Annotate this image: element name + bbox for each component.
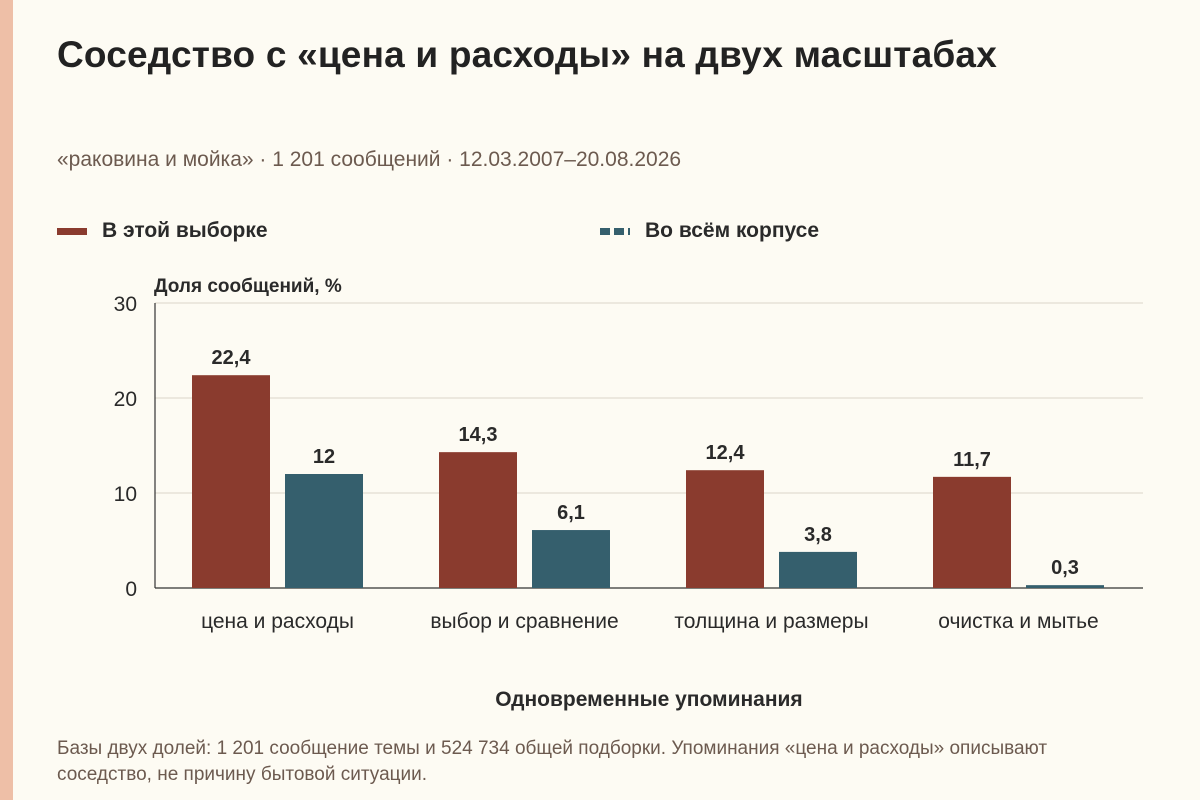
x-tick-label: цена и расходы: [201, 610, 354, 633]
bar-sample: [439, 452, 517, 588]
bar-corpus: [285, 474, 363, 588]
bar-sample: [686, 470, 764, 588]
y-tick-label: 30: [114, 293, 137, 316]
chart-subtitle: «раковина и мойка» · 1 201 сообщений · 1…: [57, 148, 682, 171]
legend-swatch-sample: [57, 227, 87, 235]
data-label: 0,3: [1051, 557, 1079, 579]
legend-item-sample: В этой выборке: [57, 219, 268, 243]
y-tick-label: 20: [114, 388, 137, 411]
data-label: 22,4: [212, 347, 252, 369]
footnote: Базы двух долей: 1 201 сообщение темы и …: [57, 738, 1048, 785]
bar-sample: [192, 375, 270, 588]
data-label: 3,8: [804, 524, 832, 546]
data-label: 12,4: [706, 442, 746, 464]
accent-strip: [0, 0, 13, 800]
legend-item-corpus: Во всём корпусе: [600, 219, 819, 243]
chart-title: Соседство с «цена и расходы» на двух мас…: [57, 34, 997, 75]
data-label: 14,3: [459, 424, 498, 446]
bar-corpus: [1026, 585, 1104, 588]
data-label: 12: [313, 446, 335, 468]
legend-swatch-corpus: [600, 227, 630, 235]
y-axis-title: Доля сообщений, %: [154, 276, 342, 297]
bar-corpus: [532, 530, 610, 588]
x-axis-title: Одновременные упоминания: [495, 688, 802, 711]
x-tick-label: толщина и размеры: [674, 610, 868, 633]
bar-corpus: [779, 551, 857, 588]
y-tick-label: 0: [125, 578, 137, 601]
bar-sample: [933, 476, 1011, 588]
data-label: 11,7: [953, 449, 991, 471]
x-tick-label: очистка и мытье: [938, 610, 1099, 633]
data-label: 6,1: [557, 502, 585, 524]
y-tick-label: 10: [114, 483, 137, 506]
legend-label-corpus: Во всём корпусе: [645, 219, 820, 242]
legend-label-sample: В этой выборке: [102, 219, 268, 242]
x-tick-label: выбор и сравнение: [430, 610, 618, 633]
